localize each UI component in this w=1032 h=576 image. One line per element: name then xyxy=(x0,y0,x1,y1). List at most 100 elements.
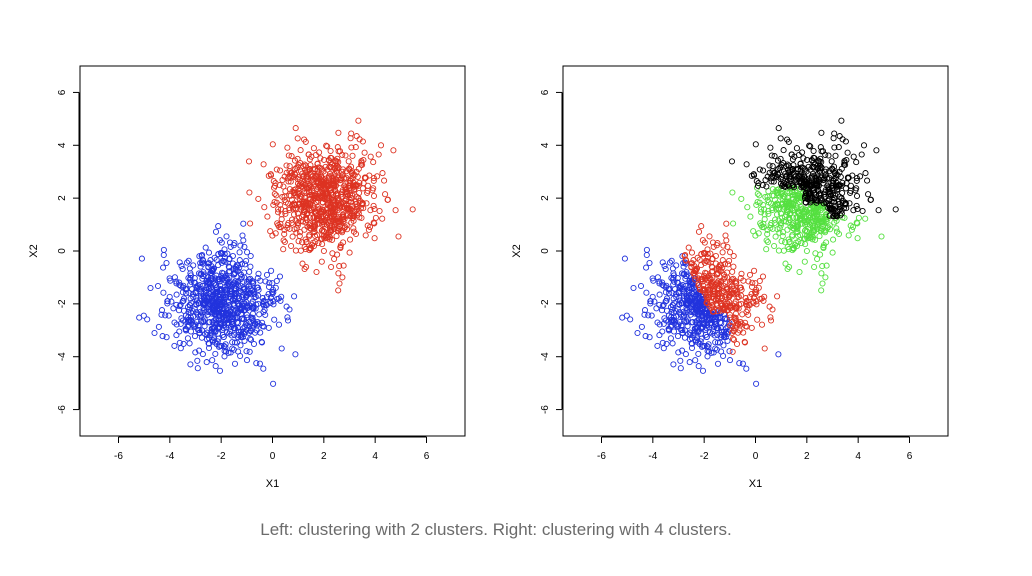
data-point xyxy=(688,344,696,352)
data-point xyxy=(803,221,811,228)
x-tick-label: -6 xyxy=(114,451,123,462)
data-point xyxy=(724,269,731,276)
data-point xyxy=(865,191,872,198)
data-point xyxy=(755,180,762,187)
data-point xyxy=(717,334,725,341)
data-point xyxy=(208,310,216,317)
data-point xyxy=(138,255,145,262)
data-point xyxy=(314,167,321,174)
data-point xyxy=(714,308,721,315)
data-point xyxy=(731,327,738,334)
data-point xyxy=(698,251,705,258)
data-point xyxy=(756,192,763,199)
data-point xyxy=(236,257,243,264)
data-point xyxy=(830,236,837,243)
data-point xyxy=(250,340,258,348)
points xyxy=(619,117,899,387)
data-point xyxy=(761,345,768,352)
data-point xyxy=(237,305,244,312)
data-point xyxy=(279,193,286,200)
data-point xyxy=(253,284,261,291)
data-point xyxy=(240,237,247,244)
data-point xyxy=(841,204,848,211)
data-point xyxy=(706,275,713,282)
data-point xyxy=(724,337,731,344)
data-point xyxy=(755,284,762,291)
data-point xyxy=(659,259,666,266)
data-point xyxy=(195,326,202,333)
data-point xyxy=(160,246,167,253)
data-point xyxy=(789,224,796,231)
data-point xyxy=(377,142,385,149)
data-point xyxy=(710,243,717,250)
data-point xyxy=(371,235,378,242)
data-point xyxy=(247,220,254,227)
data-point xyxy=(712,320,720,327)
data-point xyxy=(360,180,367,187)
x-tick-label: -2 xyxy=(217,451,226,462)
data-point xyxy=(173,321,180,328)
data-point xyxy=(748,324,755,331)
y-tick-label: 4 xyxy=(57,142,68,148)
data-point xyxy=(201,323,208,330)
data-point xyxy=(786,214,793,221)
data-point xyxy=(337,180,344,187)
data-point xyxy=(701,272,708,279)
data-point xyxy=(754,190,761,197)
data-point xyxy=(790,171,797,178)
data-point xyxy=(336,219,344,226)
data-point xyxy=(333,158,340,165)
data-point xyxy=(743,161,750,168)
data-point xyxy=(215,335,222,342)
data-point xyxy=(794,225,801,232)
data-point xyxy=(213,272,220,279)
y-tick-label: 4 xyxy=(540,142,551,148)
data-point xyxy=(817,197,824,204)
data-point xyxy=(319,199,327,206)
data-point xyxy=(760,167,767,174)
data-point xyxy=(264,213,271,220)
data-point xyxy=(299,239,306,246)
data-point xyxy=(224,286,231,294)
data-point xyxy=(348,130,355,137)
data-point xyxy=(342,152,349,159)
data-point xyxy=(198,252,205,259)
data-point xyxy=(705,341,712,348)
data-point xyxy=(263,302,270,309)
data-point xyxy=(269,141,276,148)
data-point xyxy=(265,172,272,179)
data-point xyxy=(210,295,217,302)
data-point xyxy=(320,227,327,235)
data-point xyxy=(800,235,808,243)
data-point xyxy=(630,284,637,292)
data-point xyxy=(352,183,359,190)
data-point xyxy=(706,233,713,240)
data-point xyxy=(260,298,267,305)
data-point xyxy=(854,220,861,227)
data-point xyxy=(291,293,298,300)
data-point xyxy=(221,250,228,257)
data-point xyxy=(311,205,318,212)
data-point xyxy=(730,252,737,260)
data-point xyxy=(769,206,776,213)
data-point xyxy=(160,289,167,296)
x-tick-label: -4 xyxy=(648,451,657,462)
data-point xyxy=(841,161,848,168)
data-point xyxy=(235,331,242,338)
data-point xyxy=(220,258,227,265)
data-point xyxy=(197,263,204,270)
data-point xyxy=(214,307,221,314)
data-point xyxy=(741,339,749,346)
data-point xyxy=(709,330,716,337)
data-point xyxy=(255,320,262,327)
data-point xyxy=(685,244,692,251)
data-point xyxy=(200,293,207,300)
data-point xyxy=(272,230,279,237)
data-point xyxy=(853,175,860,182)
data-point xyxy=(216,367,224,374)
data-point xyxy=(818,129,825,136)
data-point xyxy=(768,200,775,207)
data-point xyxy=(752,141,759,148)
data-point xyxy=(772,173,779,180)
data-point xyxy=(833,225,840,232)
